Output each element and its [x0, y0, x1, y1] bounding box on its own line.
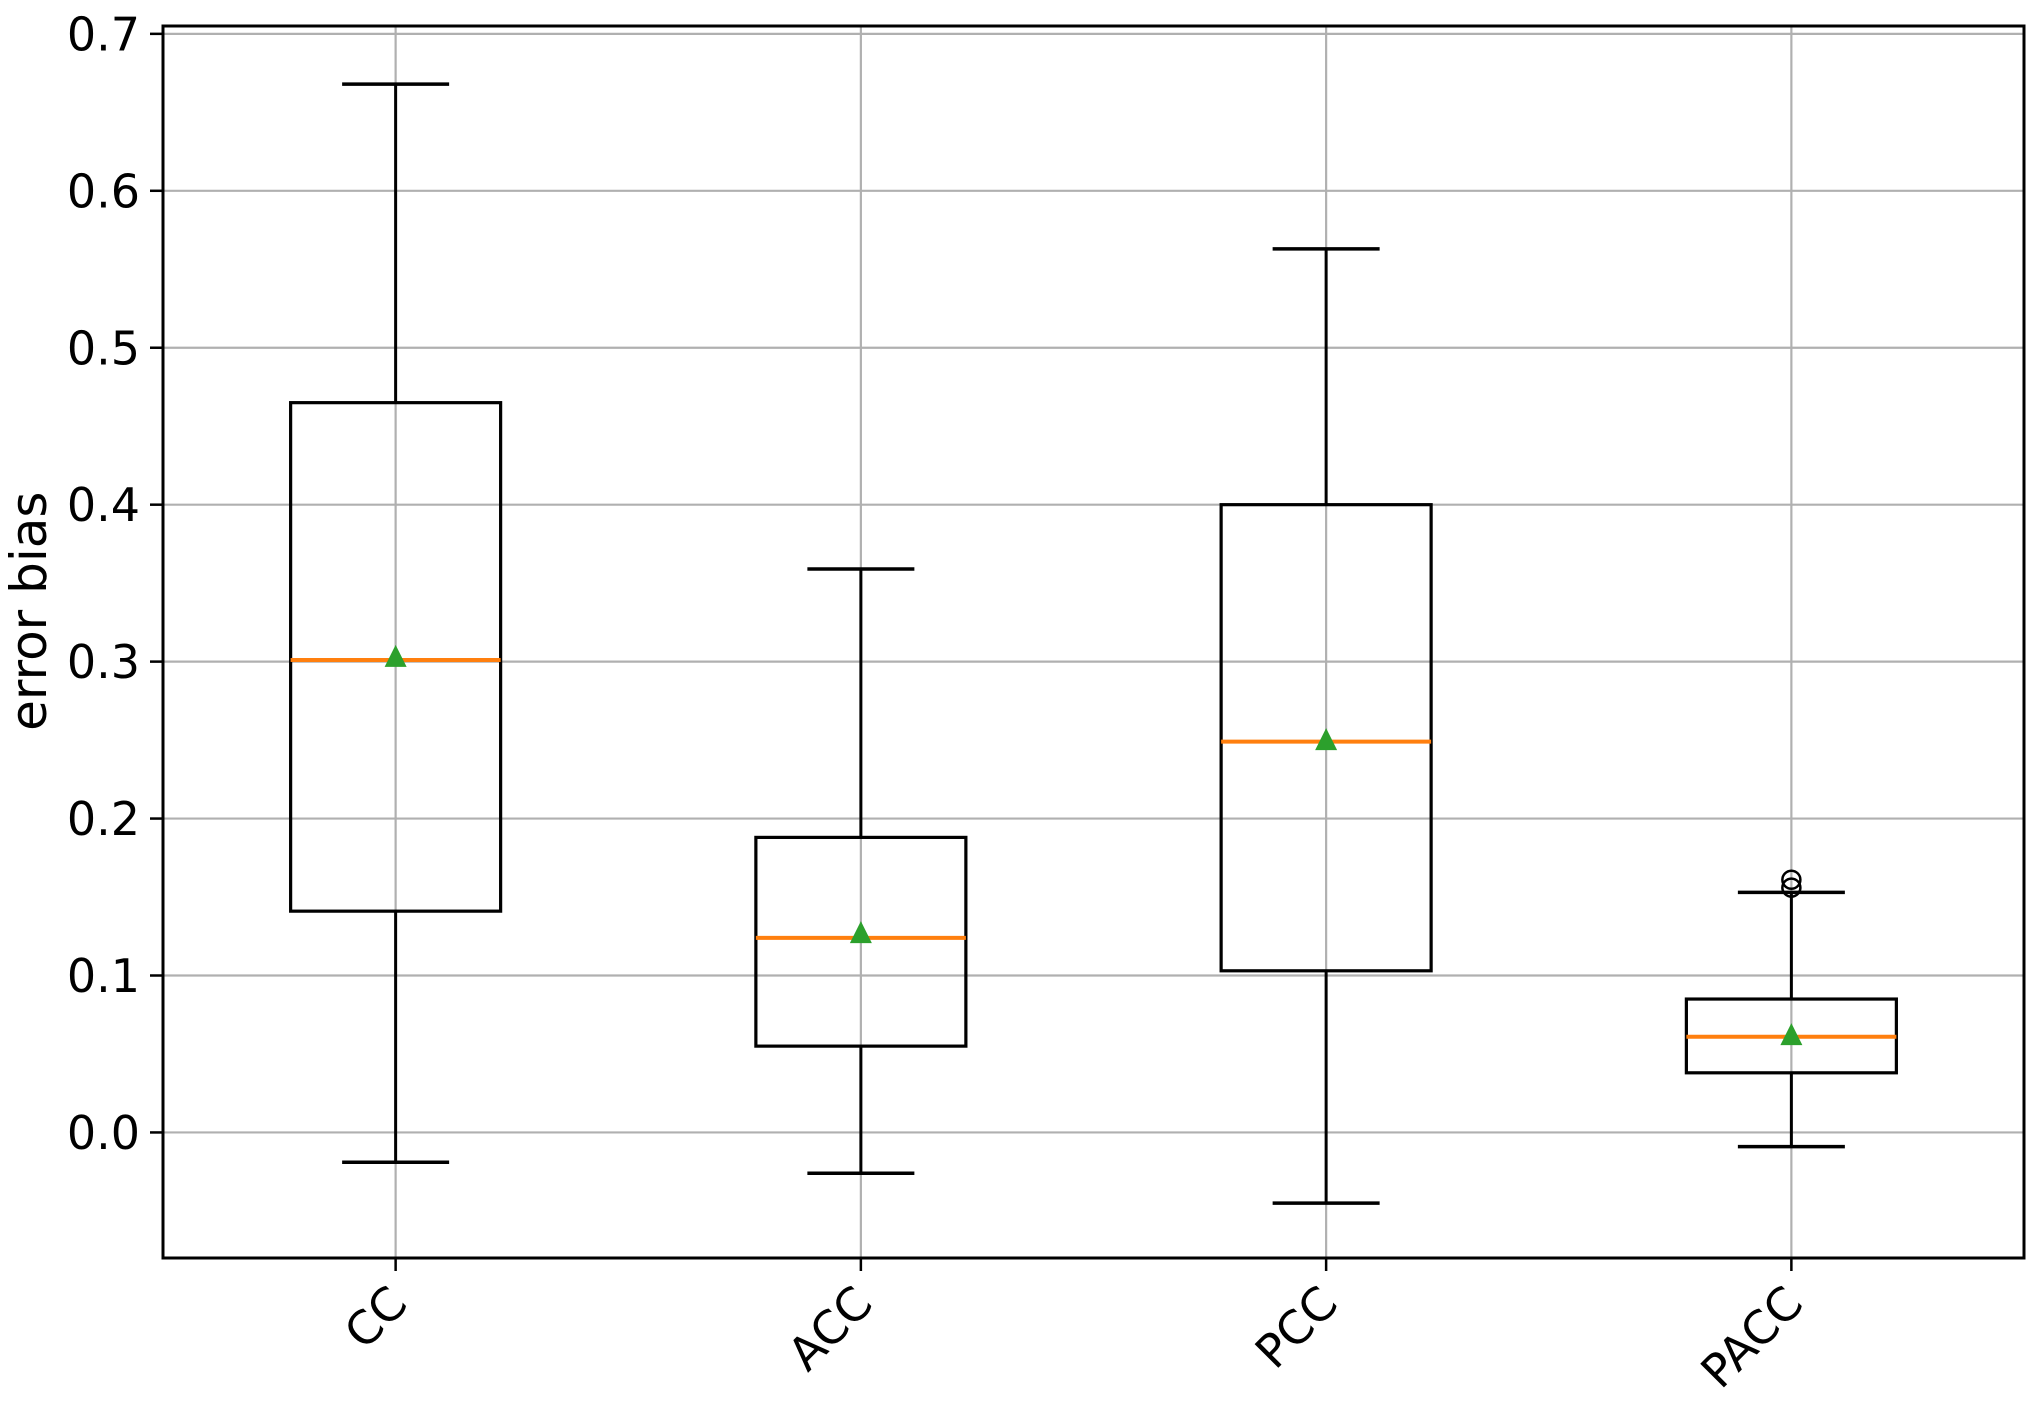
y-tick-label-0.3: 0.3	[67, 635, 140, 689]
outlier-PACC-1	[1781, 869, 1802, 891]
y-tick-label-0.2: 0.2	[67, 792, 140, 846]
y-axis-label: error bias	[0, 492, 58, 731]
box-group-PCC	[1219, 247, 1433, 1205]
box-group-CC	[289, 82, 503, 1165]
y-tick-label-0.5: 0.5	[67, 321, 140, 375]
y-tick-label-0.1: 0.1	[67, 949, 140, 1003]
y-tick-label-0.0: 0.0	[67, 1106, 140, 1160]
mean-marker-PACC	[1780, 1023, 1803, 1046]
box-group-PACC	[1684, 869, 1898, 1149]
box-CC	[289, 401, 503, 913]
mean-marker-CC	[384, 644, 407, 667]
box-group-ACC	[754, 567, 968, 1176]
y-tick-label-0.6: 0.6	[67, 164, 140, 218]
mean-marker-ACC	[849, 921, 872, 944]
mean-marker-PCC	[1315, 728, 1338, 751]
axes-frame	[161, 24, 2026, 1260]
y-tick-label-0.7: 0.7	[67, 7, 140, 61]
box-ACC	[754, 835, 968, 1048]
y-tick-label-0.4: 0.4	[67, 478, 140, 532]
outlier-PACC-0	[1781, 877, 1802, 898]
box-PCC	[1219, 503, 1433, 973]
